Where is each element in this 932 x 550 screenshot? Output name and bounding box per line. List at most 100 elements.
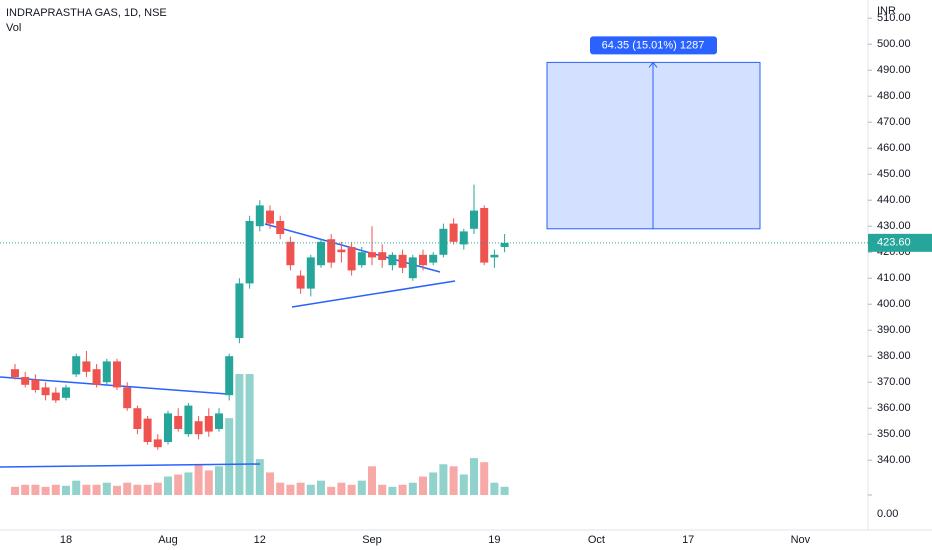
candle-body xyxy=(235,283,244,338)
candle-body xyxy=(184,405,193,435)
candle-body xyxy=(266,210,274,224)
candle-body xyxy=(11,369,19,377)
candles xyxy=(11,184,509,450)
volume-bar xyxy=(327,486,336,495)
volume-bar xyxy=(439,464,448,495)
candle-body xyxy=(357,252,366,266)
volume-bar xyxy=(123,482,132,495)
candle-body xyxy=(215,413,223,429)
last-price-box xyxy=(868,233,932,252)
volume-bar xyxy=(174,474,183,495)
x-tick-label: 17 xyxy=(682,534,694,546)
y-tick-label: 440.00 xyxy=(877,194,911,206)
volume-bar xyxy=(143,484,152,495)
volume-bar xyxy=(378,484,387,495)
y-tick-label: 400.00 xyxy=(877,298,911,310)
volume-bar xyxy=(92,484,101,495)
volume-bar xyxy=(72,480,81,495)
y-tick-label: 430.00 xyxy=(877,220,911,232)
volume-bar xyxy=(276,482,285,495)
volume-bar xyxy=(215,466,223,495)
x-tick-label: Oct xyxy=(588,534,605,546)
volume-bar xyxy=(266,472,274,495)
candle-body xyxy=(306,257,315,289)
candle-body xyxy=(480,208,489,263)
currency-label: INR xyxy=(877,5,896,17)
volume-bar xyxy=(225,418,234,495)
y-tick-label: 410.00 xyxy=(877,272,911,284)
candle-body xyxy=(378,252,387,260)
volume-bar xyxy=(459,474,468,495)
volume-bar xyxy=(470,458,478,495)
volume-bar xyxy=(255,459,264,495)
volume-bar xyxy=(21,484,30,495)
measure-arrowhead xyxy=(648,61,658,68)
volume-bar xyxy=(296,482,305,495)
volume-bar xyxy=(368,466,376,495)
volume-bar xyxy=(408,482,417,495)
candle-body xyxy=(449,223,458,242)
volume-bar xyxy=(388,486,397,495)
y-tick-label: 350.00 xyxy=(877,428,911,440)
volume-bar xyxy=(317,480,325,495)
candle-body xyxy=(347,247,356,271)
candle-body xyxy=(133,408,142,429)
volume-bar xyxy=(429,472,438,495)
volume-bar xyxy=(41,486,50,495)
volume-bar xyxy=(419,476,427,495)
x-tick-label: 19 xyxy=(488,534,500,546)
volume-bar xyxy=(490,482,499,495)
candle-body xyxy=(327,239,336,263)
volume-bar xyxy=(347,484,356,495)
candle-body xyxy=(21,377,30,385)
candle-body xyxy=(194,421,203,435)
volume-bar xyxy=(398,484,407,495)
y-tick-label: 500.00 xyxy=(877,38,911,50)
candle-body xyxy=(429,254,438,263)
volume-tick-label: 0.00 xyxy=(877,508,898,520)
candle-body xyxy=(255,205,264,227)
volume-bar xyxy=(286,484,295,495)
y-tick-label: 360.00 xyxy=(877,402,911,414)
candle-body xyxy=(388,254,397,266)
trend-line xyxy=(291,280,456,308)
volume-bar xyxy=(337,482,346,495)
y-tick-label: 450.00 xyxy=(877,168,911,180)
volume-bar xyxy=(204,470,213,495)
candle-body xyxy=(123,387,132,409)
volume-bar xyxy=(82,484,91,495)
candle-body xyxy=(490,254,499,258)
volume-bar xyxy=(235,374,244,495)
candle-body xyxy=(51,392,60,401)
volume-pane xyxy=(11,374,509,495)
candle-body xyxy=(113,361,121,388)
x-tick-label: Sep xyxy=(362,534,382,546)
candle-body xyxy=(337,249,346,253)
y-tick-label: 380.00 xyxy=(877,350,911,362)
measure-tool: 64.35 (15.01%) 1287 xyxy=(546,36,761,230)
candle-body xyxy=(459,231,468,245)
candle-body xyxy=(31,379,40,390)
last-price-label: 423.60 xyxy=(877,237,911,249)
candle-body xyxy=(102,361,111,383)
y-tick-label: 490.00 xyxy=(877,64,911,76)
measure-label-box xyxy=(590,36,717,55)
volume-bar xyxy=(357,480,366,495)
candle-body xyxy=(204,416,213,432)
volume-bar xyxy=(102,482,111,495)
y-tick-label: 510.00 xyxy=(877,12,911,24)
candle-body xyxy=(72,356,81,375)
candle-body xyxy=(500,242,509,247)
x-tick-label: Aug xyxy=(158,534,178,546)
candle-body xyxy=(296,275,305,289)
candle-body xyxy=(153,439,162,448)
candle-body xyxy=(408,257,417,279)
measure-label: 64.35 (15.01%) 1287 xyxy=(602,39,705,51)
candle-body xyxy=(245,221,254,284)
volume-bar xyxy=(449,466,458,495)
candle-body xyxy=(92,369,101,385)
volume-bar xyxy=(184,472,193,495)
y-tick-label: 480.00 xyxy=(877,90,911,102)
